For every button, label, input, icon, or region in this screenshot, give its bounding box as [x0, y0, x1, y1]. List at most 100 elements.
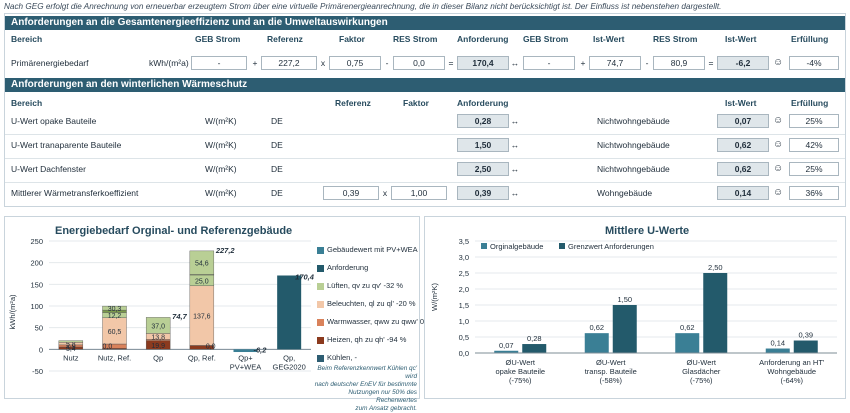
- uwert-anforderung: 0,39: [457, 186, 509, 200]
- operator-equals-2: =: [705, 56, 717, 70]
- uwert-bar: [703, 273, 727, 353]
- geb-strom-value-2[interactable]: -: [523, 56, 575, 70]
- legend-swatch: [481, 243, 487, 249]
- zero-label: 0,0: [206, 343, 216, 350]
- res-strom-value-2[interactable]: 80,9: [653, 56, 705, 70]
- y-tick-label: 1,0: [459, 317, 469, 326]
- uwert-gebaeude-type: Nichtwohngebäude: [597, 114, 670, 128]
- y-tick-label: 3,5: [459, 237, 469, 246]
- uwert-bar: [522, 344, 546, 353]
- bar-value-label: 0,39: [798, 331, 813, 340]
- header-erfuellung-2: Erfüllung: [791, 98, 828, 108]
- row-unit: kWh/(m²a): [149, 56, 189, 70]
- x-tick-label: Nutz, Ref.: [98, 353, 131, 362]
- header-geb-strom-2: GEB Strom: [523, 34, 568, 44]
- uwert-erfuellung: 42%: [789, 138, 839, 152]
- zero-label: 0,0: [103, 343, 113, 350]
- x-tick-label: Wohngebäude: [767, 367, 816, 376]
- total-label: 227,2: [215, 246, 236, 255]
- uwert-faktor[interactable]: 1,00: [391, 186, 447, 200]
- compare-arrow-icon: ↔: [509, 186, 521, 200]
- uwert-bar: [794, 341, 818, 353]
- y-tick-label: 3,0: [459, 253, 469, 262]
- header-ist-wert-3: Ist-Wert: [725, 98, 757, 108]
- smiley-icon: ☺: [773, 138, 783, 152]
- legend-item: Lüften, qv zu qv' -32 %: [317, 281, 403, 290]
- y-tick-label: 1,5: [459, 301, 469, 310]
- header-bereich-2: Bereich: [11, 98, 42, 108]
- x-tick-label: Qp,: [283, 353, 295, 362]
- header-res-strom-2: RES Strom: [653, 34, 697, 44]
- y-tick-label: 100: [30, 302, 43, 311]
- segment-label: 25,0: [195, 278, 209, 285]
- faktor-value[interactable]: 0,75: [329, 56, 381, 70]
- header-anforderung: Anforderung: [457, 34, 508, 44]
- x-tick-label: ØU-Wert: [687, 358, 717, 367]
- x-tick-label: Qp, Ref.: [188, 353, 216, 362]
- bar-value-label: 0,07: [499, 341, 514, 350]
- uwert-ist-wert: 0,62: [717, 162, 769, 176]
- legend-item: Gebäudewert mit PV+WEA: [317, 245, 418, 254]
- stack-segment: [59, 341, 83, 343]
- uwert-bar: [675, 333, 699, 353]
- uwert-row-unit: W/(m²K): [205, 138, 237, 152]
- section-title-energy: Anforderungen an die Gesamtenergieeffizi…: [5, 16, 845, 30]
- section-title-waermeschutz: Anforderungen an den winterlichen Wärmes…: [5, 78, 845, 92]
- header-anforderung-2: Anforderung: [457, 98, 508, 108]
- compare-arrow-icon: ↔: [509, 56, 521, 70]
- uwert-gebaeude-type: Wohngebäude: [597, 186, 652, 200]
- uwert-ist-wert: 0,07: [717, 114, 769, 128]
- uwert-erfuellung: 25%: [789, 162, 839, 176]
- energy-chart-title: Energiebedarf Orginal- und Referenzgebäu…: [55, 225, 292, 237]
- y-tick-label: 2,0: [459, 285, 469, 294]
- y-tick-label: 200: [30, 259, 43, 268]
- segment-label: 19,9: [151, 343, 165, 350]
- geb-strom-value[interactable]: -: [191, 56, 247, 70]
- x-tick-label: opake Bauteile: [495, 367, 545, 376]
- segment-label: 5,8: [66, 342, 76, 349]
- uwert-gebaeude-type: Nichtwohngebäude: [597, 138, 670, 152]
- y-tick-label: 2,5: [459, 269, 469, 278]
- legend-swatch: [317, 337, 324, 344]
- uwert-ist-wert: 0,14: [717, 186, 769, 200]
- uwert-anforderung: 2,50: [457, 162, 509, 176]
- legend-swatch: [317, 355, 324, 362]
- y-tick-label: -50: [32, 367, 43, 376]
- smiley-icon: ☺: [773, 162, 783, 176]
- x-tick-label: Glasdächer: [682, 367, 721, 376]
- segment-label: 54,6: [195, 261, 209, 268]
- operator-times: x: [317, 56, 329, 70]
- legend-swatch: [317, 265, 324, 272]
- y-axis-label: kWh/(m²a): [8, 294, 17, 329]
- erfuellung-value: -4%: [789, 56, 839, 70]
- uwert-row-ref: DE: [271, 162, 283, 176]
- res-strom-value[interactable]: 0,0: [393, 56, 445, 70]
- y-tick-label: 250: [30, 237, 43, 246]
- uwert-row-label: U-Wert opake Bauteile: [11, 114, 96, 128]
- uwert-row-ref: DE: [271, 114, 283, 128]
- uwert-row-label: U-Wert Dachfenster: [11, 162, 86, 176]
- uwert-ist-wert: 0,62: [717, 138, 769, 152]
- segment-label: 13,8: [151, 334, 165, 341]
- x-tick-label: Anforderung an HT': [759, 358, 825, 367]
- uwert-anforderung: 1,50: [457, 138, 509, 152]
- uwert-bar: [766, 349, 790, 353]
- bar-value-label: 0,62: [589, 323, 604, 332]
- ist-wert-value[interactable]: 74,7: [589, 56, 641, 70]
- x-tick-label: ØU-Wert: [596, 358, 626, 367]
- uwert-referenz[interactable]: 0,39: [323, 186, 379, 200]
- y-tick-label: 0,0: [459, 349, 469, 358]
- x-tick-label: Qp+: [238, 353, 253, 362]
- operator-minus: -: [381, 56, 393, 70]
- operator-equals: =: [445, 56, 457, 70]
- total-label: 170,4: [295, 272, 315, 281]
- bar-value-label: 0,62: [680, 323, 695, 332]
- uwert-row-ref: DE: [271, 186, 283, 200]
- header-erfuellung: Erfüllung: [791, 34, 828, 44]
- header-res-strom: RES Strom: [393, 34, 437, 44]
- operator-times: x: [379, 186, 391, 200]
- uwert-row-unit: W/(m²K): [205, 162, 237, 176]
- uwert-row-ref: DE: [271, 138, 283, 152]
- referenz-value[interactable]: 227,2: [261, 56, 317, 70]
- row-divider: [5, 182, 845, 183]
